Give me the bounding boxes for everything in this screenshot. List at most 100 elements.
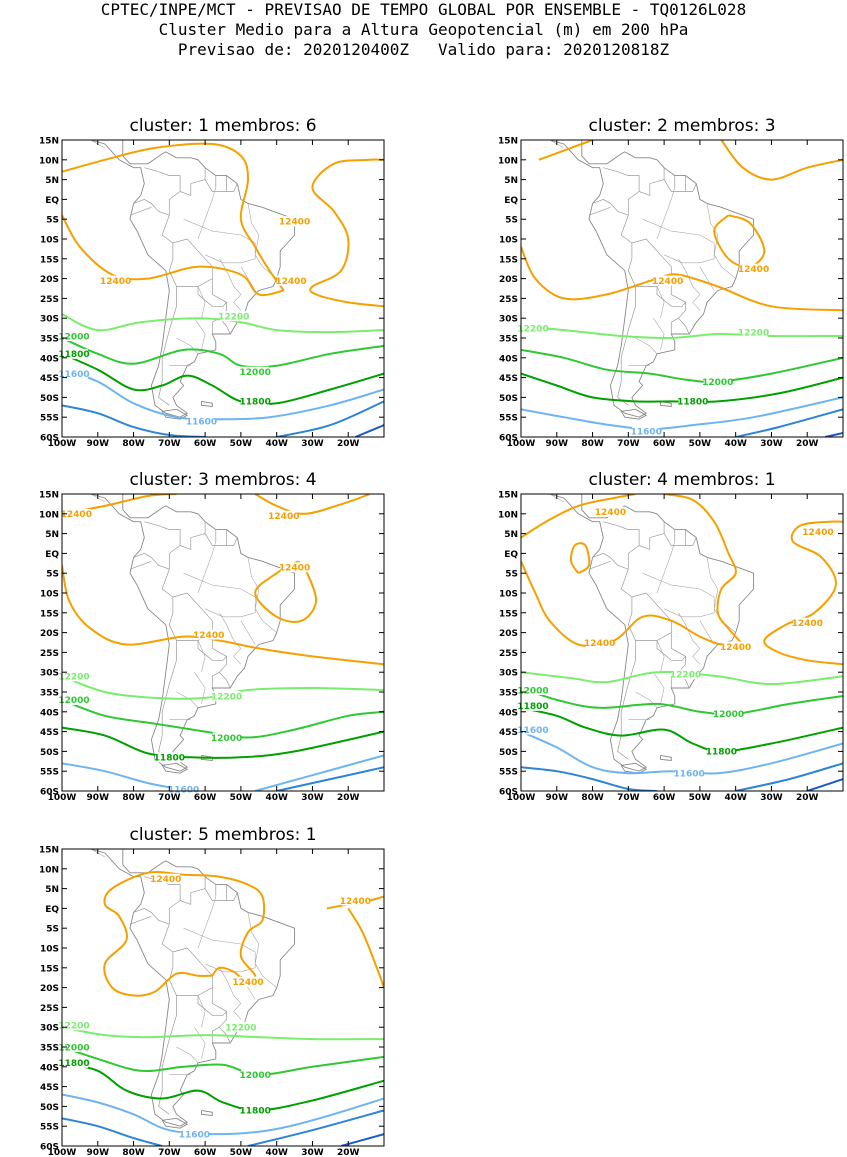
y-tick-label: 60S: [40, 788, 59, 798]
contour-label-12000: 12000: [240, 368, 271, 378]
x-tick-label: 90W: [546, 793, 569, 803]
y-tick-label: 10S: [499, 590, 518, 600]
contour-12400: [347, 907, 384, 988]
x-tick-label: 20W: [796, 793, 819, 803]
contour-11200: [355, 424, 384, 437]
contour-label-12200: 12200: [517, 324, 548, 334]
y-tick-label: 5S: [46, 216, 59, 226]
x-tick-label: 30W: [301, 793, 324, 803]
y-tick-label: EQ: [45, 550, 59, 560]
state-border: [635, 691, 658, 709]
contour-label-bg: [155, 752, 184, 763]
y-tick-label: EQ: [45, 905, 59, 915]
state-border: [692, 648, 701, 665]
contour-label-bg: [62, 508, 91, 519]
contour-12200: [62, 1026, 384, 1041]
contour-label-bg: [60, 368, 88, 379]
x-tick-label: 60W: [194, 1148, 217, 1157]
country-border: [133, 908, 170, 925]
country-border: [638, 521, 665, 550]
country-border: [663, 533, 697, 546]
x-tick-label: 80W: [581, 793, 604, 803]
state-border: [233, 648, 242, 665]
country-border: [204, 533, 238, 546]
state-border: [197, 541, 217, 594]
x-tick-label: 40W: [265, 793, 288, 803]
contour-label-12400: 12400: [738, 265, 769, 275]
contour-label-12000: 12000: [58, 1043, 89, 1053]
contour-label-bg: [60, 331, 88, 342]
contour-12000: [521, 687, 843, 716]
x-tick-label: 80W: [122, 793, 145, 803]
x-tick-label: 30W: [760, 793, 783, 803]
y-tick-label: 5N: [45, 530, 59, 540]
x-tick-label: 50W: [689, 439, 712, 449]
contour-label-bg: [276, 275, 305, 286]
contour-label-bg: [60, 694, 88, 705]
contour-label-bg: [187, 416, 216, 427]
x-tick-label: 80W: [581, 439, 604, 449]
contour-label-12400: 12400: [275, 277, 306, 287]
contour-label-bg: [219, 311, 248, 322]
state-border: [197, 640, 206, 673]
plot-frame: [61, 493, 385, 792]
x-tick-label: 70W: [158, 1148, 181, 1157]
y-tick-label: 20S: [40, 629, 59, 639]
contour-label-bg: [803, 526, 832, 537]
contour-label-12400: 12400: [595, 508, 626, 518]
y-tick-label: 10S: [40, 236, 59, 246]
country-border: [158, 569, 177, 760]
state-border: [219, 967, 242, 1004]
y-tick-label: 55S: [499, 414, 518, 424]
x-tick-label: 90W: [546, 439, 569, 449]
state-border: [692, 294, 701, 311]
contour-label-bg: [212, 690, 241, 701]
coastline: [89, 849, 296, 1127]
state-border: [653, 672, 665, 704]
y-tick-label: 10N: [39, 156, 59, 166]
contour-12000: [62, 337, 384, 369]
country-border: [129, 206, 152, 216]
state-border: [521, 482, 546, 486]
contour-label-bg: [703, 376, 732, 387]
contour-label-bg: [151, 873, 180, 884]
contour-label-bg: [269, 510, 298, 521]
state-border: [656, 187, 676, 240]
contour-label-12200: 12200: [218, 313, 249, 323]
x-tick-label: 40W: [265, 1148, 288, 1157]
state-border: [62, 128, 87, 132]
contour-label-12000: 12000: [240, 1071, 271, 1081]
contour-12400: [663, 494, 744, 646]
state-border: [699, 266, 715, 291]
contour-12400: [62, 142, 285, 292]
y-tick-label: 15S: [499, 609, 518, 619]
y-tick-label: 55S: [40, 768, 59, 778]
y-tick-label: 15N: [498, 491, 518, 501]
y-tick-label: 5S: [46, 570, 59, 580]
x-tick-label: 80W: [122, 439, 145, 449]
state-border: [176, 337, 199, 355]
contour-label-bg: [241, 396, 270, 407]
contour-label-bg: [519, 685, 547, 696]
contour-label-12400: 12400: [61, 510, 92, 520]
country-border: [603, 521, 640, 570]
y-tick-label: 55S: [40, 414, 59, 424]
contour-label-bg: [60, 1020, 88, 1031]
contour-label-11600: 11600: [168, 785, 199, 795]
contour-label-bg: [180, 1129, 209, 1140]
contour-label-12400: 12400: [150, 875, 181, 885]
state-border: [197, 896, 217, 949]
y-tick-label: 25S: [499, 295, 518, 305]
contour-label-bg: [671, 669, 700, 680]
y-tick-label: 10S: [40, 590, 59, 600]
y-tick-label: 25S: [499, 649, 518, 659]
y-tick-label: 35S: [40, 1044, 59, 1054]
country-border: [133, 199, 170, 216]
contour-11800: [521, 706, 843, 753]
state-border: [197, 286, 206, 319]
contour-11400: [276, 766, 384, 791]
contour-11800: [62, 352, 384, 406]
contour-11600: [521, 730, 843, 775]
contour-label-bg: [60, 1042, 88, 1052]
country-border: [172, 947, 213, 996]
